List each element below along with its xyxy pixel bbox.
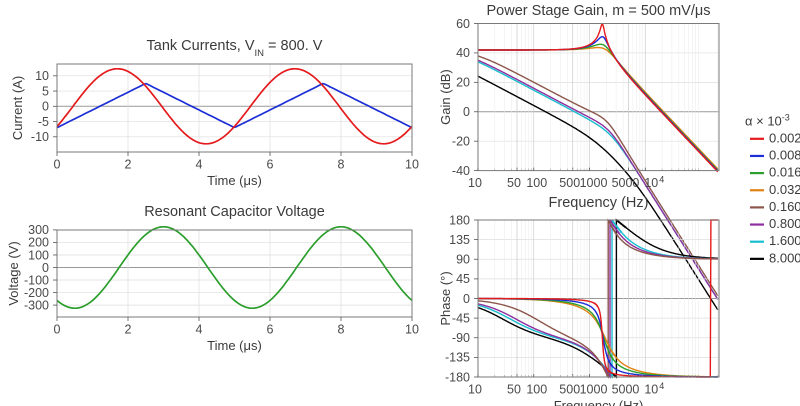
svg-text:5000: 5000 bbox=[612, 383, 640, 397]
svg-text:6: 6 bbox=[267, 323, 274, 337]
svg-text:0: 0 bbox=[463, 105, 470, 119]
svg-text:4: 4 bbox=[659, 175, 664, 185]
svg-text:-200: -200 bbox=[24, 286, 49, 300]
svg-text:5000: 5000 bbox=[612, 176, 640, 190]
svg-text:-10: -10 bbox=[31, 130, 49, 144]
svg-text:20: 20 bbox=[456, 76, 470, 90]
svg-text:-45: -45 bbox=[452, 311, 470, 325]
svg-text:2: 2 bbox=[125, 323, 132, 337]
svg-text:-5: -5 bbox=[38, 115, 49, 129]
svg-text:10: 10 bbox=[405, 323, 419, 337]
svg-text:5: 5 bbox=[42, 84, 49, 98]
svg-text:-100: -100 bbox=[24, 273, 49, 287]
svg-text:6: 6 bbox=[267, 158, 274, 172]
svg-text:Time (μs): Time (μs) bbox=[207, 173, 262, 188]
svg-text:Power Stage Gain, m = 500 mV/μ: Power Stage Gain, m = 500 mV/μs bbox=[487, 3, 711, 19]
svg-text:200: 200 bbox=[28, 236, 49, 250]
svg-text:Current (A): Current (A) bbox=[10, 76, 25, 140]
svg-text:1000: 1000 bbox=[580, 383, 608, 397]
svg-text:Phase (°): Phase (°) bbox=[438, 271, 453, 325]
svg-text:0.002: 0.002 bbox=[769, 130, 800, 145]
svg-text:100: 100 bbox=[28, 248, 49, 262]
svg-text:10: 10 bbox=[405, 158, 419, 172]
svg-text:4: 4 bbox=[196, 158, 203, 172]
svg-text:Gain (dB): Gain (dB) bbox=[438, 69, 453, 125]
svg-text:50: 50 bbox=[507, 383, 521, 397]
svg-text:100: 100 bbox=[526, 383, 547, 397]
svg-text:-90: -90 bbox=[452, 331, 470, 345]
svg-text:-300: -300 bbox=[24, 298, 49, 312]
svg-text:10: 10 bbox=[468, 383, 482, 397]
svg-text:8: 8 bbox=[338, 323, 345, 337]
svg-text:10: 10 bbox=[644, 383, 658, 397]
svg-text:90: 90 bbox=[456, 253, 470, 267]
svg-text:-20: -20 bbox=[452, 134, 470, 148]
svg-text:0: 0 bbox=[54, 158, 61, 172]
svg-text:60: 60 bbox=[456, 17, 470, 31]
svg-text:1000: 1000 bbox=[580, 176, 608, 190]
svg-text:0: 0 bbox=[42, 261, 49, 275]
svg-text:-135: -135 bbox=[445, 351, 470, 365]
svg-text:8.000: 8.000 bbox=[769, 250, 800, 265]
svg-text:500: 500 bbox=[559, 383, 580, 397]
svg-text:4: 4 bbox=[196, 323, 203, 337]
svg-text:2: 2 bbox=[125, 158, 132, 172]
svg-text:0.008: 0.008 bbox=[769, 147, 800, 162]
svg-text:Time (μs): Time (μs) bbox=[207, 338, 262, 353]
svg-text:0: 0 bbox=[42, 100, 49, 114]
svg-text:10: 10 bbox=[644, 176, 658, 190]
svg-text:0.160: 0.160 bbox=[769, 199, 800, 214]
svg-text:Frequency (Hz): Frequency (Hz) bbox=[549, 195, 649, 211]
svg-text:50: 50 bbox=[507, 176, 521, 190]
svg-text:180: 180 bbox=[449, 213, 470, 227]
svg-text:0.032: 0.032 bbox=[769, 182, 800, 197]
svg-text:0: 0 bbox=[54, 323, 61, 337]
svg-text:40: 40 bbox=[456, 46, 470, 60]
svg-text:10: 10 bbox=[35, 69, 49, 83]
svg-text:4: 4 bbox=[659, 381, 664, 391]
svg-text:Frequency (Hz): Frequency (Hz) bbox=[554, 398, 644, 406]
svg-text:0: 0 bbox=[463, 292, 470, 306]
svg-text:300: 300 bbox=[28, 223, 49, 237]
svg-text:0.800: 0.800 bbox=[769, 216, 800, 231]
svg-text:100: 100 bbox=[526, 176, 547, 190]
svg-text:45: 45 bbox=[456, 272, 470, 286]
svg-text:10: 10 bbox=[468, 176, 482, 190]
svg-text:Resonant Capacitor Voltage: Resonant Capacitor Voltage bbox=[144, 204, 325, 220]
svg-text:8: 8 bbox=[338, 158, 345, 172]
svg-text:1.600: 1.600 bbox=[769, 233, 800, 248]
svg-text:0.016: 0.016 bbox=[769, 165, 800, 180]
svg-text:-180: -180 bbox=[445, 370, 470, 384]
svg-text:Voltage (V): Voltage (V) bbox=[6, 241, 21, 305]
svg-text:135: 135 bbox=[449, 233, 470, 247]
svg-text:500: 500 bbox=[559, 176, 580, 190]
